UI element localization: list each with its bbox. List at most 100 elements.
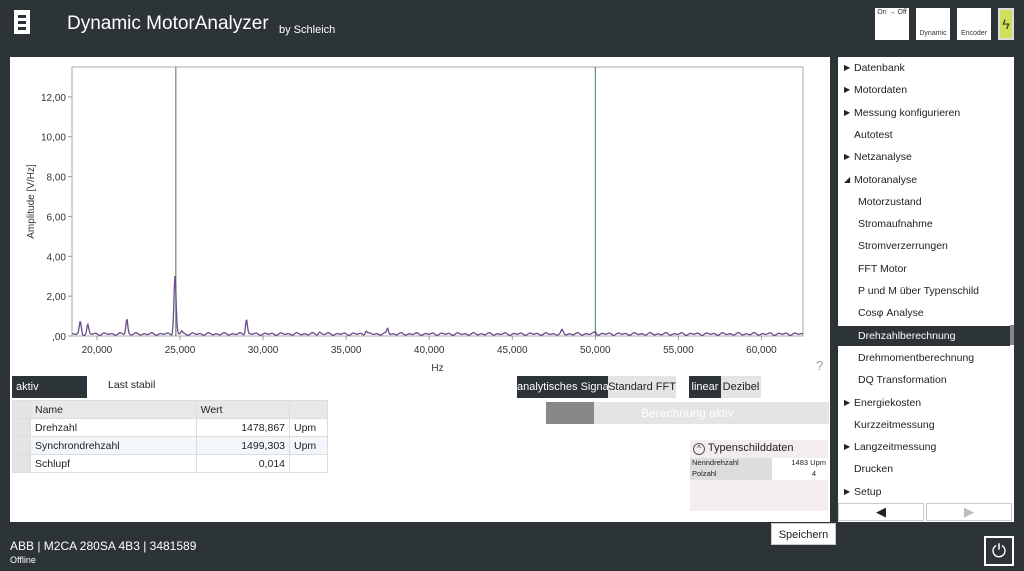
app-title: Dynamic MotorAnalyzer [67, 13, 269, 34]
x-tick-label: 45,000 [497, 345, 528, 356]
expand-arrow-icon: ▶ [844, 85, 851, 95]
y-tick-label: 6,00 [47, 212, 67, 223]
prev-button[interactable]: ◀ [838, 503, 924, 521]
x-tick-label: 20,000 [82, 345, 113, 356]
menu-item-stromaufnahme[interactable]: Stromaufnahme [838, 214, 1010, 234]
help-icon[interactable]: ? [816, 358, 824, 373]
expand-arrow-icon: ▶ [844, 397, 851, 407]
menu-item-motoranalyse[interactable]: ◢ Motoranalyse [838, 170, 1010, 190]
collapse-icon[interactable]: ^ [693, 443, 705, 455]
col-value: Wert [195, 400, 291, 419]
y-tick-label: 8,00 [47, 173, 67, 184]
dynamic-badge[interactable]: Dynamic [916, 8, 950, 40]
nameplate-title: Typenschilddaten [707, 442, 794, 454]
x-tick-label: 35,000 [331, 345, 362, 356]
table-row[interactable]: Schlupf 0,014 [12, 454, 328, 473]
menu-item-label: Cosφ Analyse [858, 307, 924, 320]
table-row[interactable]: Drehzahl 1478,867 Upm [12, 418, 328, 437]
menu-item-netzanalyse[interactable]: ▶ Netzanalyse [838, 147, 1010, 167]
sidebar-menu: ◀ ▶ ▶ Datenbank ▶ Motordaten ▶ Messung konfig… [832, 57, 1014, 522]
expand-arrow-icon: ▶ [844, 107, 851, 117]
state-field[interactable]: aktiv [12, 376, 87, 398]
menu-item-label: Drehzahlberechnung [858, 329, 956, 342]
load-status: Last stabil [108, 379, 156, 391]
menu-item-label: Autotest [854, 128, 893, 141]
menu-item-kurzzeitmessung[interactable]: Kurzzeitmessung [838, 415, 1010, 435]
y-tick-label: 12,00 [41, 93, 66, 104]
connection-status: Offline [10, 555, 36, 565]
decibel-button[interactable]: Dezibel [721, 376, 761, 398]
menu-item-setup[interactable]: ▶ Setup [838, 482, 1010, 502]
y-tick-label: 4,00 [47, 252, 67, 263]
power-button[interactable]: ⏻ [984, 536, 1014, 566]
menu-item-drehmomentberechnung[interactable]: Drehmomentberechnung [838, 348, 1010, 368]
fft-chart[interactable]: ,00 2,00 4,00 6,00 8,00 10,00 12,00 20,000 25,00… [10, 57, 830, 377]
table-row[interactable]: Synchrondrehzahl 1499,303 Upm [12, 436, 328, 455]
menu-item-label: Langzeitmessung [854, 441, 937, 454]
menu-item-fft-motor[interactable]: FFT Motor [838, 259, 1010, 279]
menu-item-datenbank[interactable]: ▶ Datenbank [838, 58, 1010, 78]
expand-arrow-icon: ▶ [844, 442, 851, 452]
menu-item-label: Motordaten [854, 84, 908, 97]
progress-fill [546, 402, 595, 424]
menu-item-label: Netzanalyse [854, 151, 912, 164]
results-table: Name Wert Drehzahl 1478,867 Upm Synchrondre… [12, 400, 328, 473]
encoder-badge[interactable]: Encoder [957, 8, 991, 40]
expand-arrow-icon: ▶ [844, 152, 851, 162]
spectrum-line [72, 276, 804, 337]
menu-item-label: Energiekosten [854, 396, 922, 409]
menu-item-label: P und M über Typenschild [858, 285, 980, 297]
menu-item-label: Drehmomentberechnung [858, 351, 975, 364]
y-axis-label: Amplitude [V/Hz] [26, 164, 37, 239]
menu-item-motordaten[interactable]: ▶ Motordaten [838, 80, 1010, 100]
menu-item-label: Stromverzerrungen [858, 240, 948, 253]
on-off-badge[interactable]: On → Off [875, 8, 909, 40]
scrollbar[interactable] [1010, 325, 1014, 345]
menu-item-drehzahlberechnung[interactable]: Drehzahlberechnung [832, 325, 1010, 346]
x-tick-label: 25,000 [165, 345, 196, 356]
menu-item-label: Stromaufnahme [858, 218, 933, 231]
menu-item-label: Setup [854, 485, 882, 498]
menu-item-label: FFT Motor [858, 262, 907, 275]
x-tick-label: 30,000 [248, 345, 279, 356]
app-logo [14, 10, 30, 34]
y-tick-label: 2,00 [47, 292, 67, 303]
app-subtitle: by Schleich [279, 24, 336, 36]
menu-item-langzeitmessung[interactable]: ▶ Langzeitmessung [838, 437, 1010, 457]
menu-item-cos-analyse[interactable]: Cosφ Analyse [838, 303, 1010, 323]
standard-fft-button[interactable]: Standard FFT [608, 376, 676, 398]
plot-frame [71, 66, 804, 337]
battery-icon: ϟ [998, 8, 1014, 40]
menu-item-dq-transformation[interactable]: DQ Transformation [838, 370, 1010, 390]
progress-label: Berechnung aktiv [641, 406, 734, 420]
expand-arrow-icon: ▶ [844, 63, 851, 72]
menu-item-p-und-m-ber-typenschild[interactable]: P und M über Typenschild [838, 281, 1010, 301]
menu-item-label: Motorzustand [858, 195, 922, 208]
menu-item-energiekosten[interactable]: ▶ Energiekosten [838, 393, 1010, 413]
menu-item-label: DQ Transformation [858, 374, 947, 387]
menu-item-label: Messung konfigurieren [854, 106, 961, 119]
nameplate-header[interactable]: ^ Typenschilddaten [693, 442, 793, 455]
menu-item-drucken[interactable]: Drucken [838, 459, 1010, 479]
linear-button[interactable]: linear [689, 376, 721, 398]
menu-item-messung-konfigurieren[interactable]: ▶ Messung konfigurieren [838, 103, 1010, 123]
analytic-signal-button[interactable]: analytisches Signal [517, 376, 611, 398]
nameplate-panel: ^ Typenschilddaten Nenndrehzahl 1483 Upm … [690, 440, 828, 511]
next-button[interactable]: ▶ [926, 503, 1012, 521]
x-axis-label: Hz [431, 363, 443, 374]
x-tick-label: 40,000 [414, 345, 445, 356]
y-tick-label: 10,00 [41, 133, 66, 144]
col-name: Name [30, 400, 197, 419]
menu-item-label: Motoranalyse [854, 173, 918, 186]
save-button[interactable]: Speichern [771, 523, 836, 545]
x-tick-label: 60,000 [746, 345, 777, 356]
menu-item-label: Datenbank [854, 62, 905, 74]
expand-arrow-icon: ▶ [844, 486, 851, 496]
menu-item-motorzustand[interactable]: Motorzustand [838, 192, 1010, 212]
progress-bar: Berechnung aktiv [546, 402, 829, 424]
menu-item-stromverzerrungen[interactable]: Stromverzerrungen [838, 236, 1010, 256]
y-tick-label: ,00 [52, 332, 66, 343]
menu-item-autotest[interactable]: Autotest [838, 125, 1010, 145]
menu-item-label: Drucken [854, 463, 894, 476]
main-panel: ,00 2,00 4,00 6,00 8,00 10,00 12,00 20,000 25,00… [10, 57, 830, 522]
